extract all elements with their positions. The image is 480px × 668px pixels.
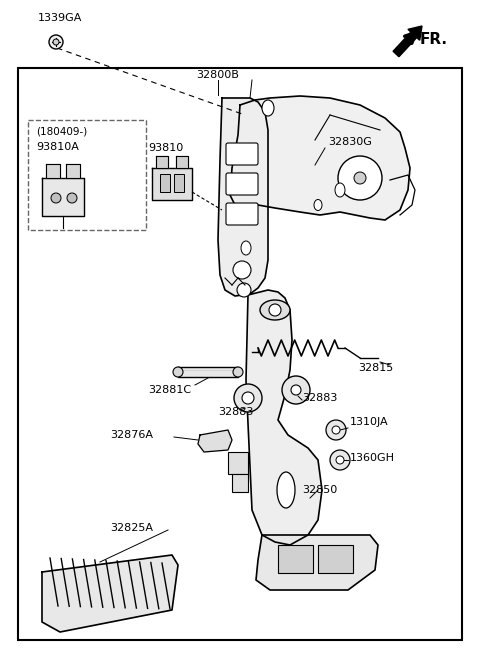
Text: 32850: 32850 [302, 485, 337, 495]
FancyBboxPatch shape [226, 143, 258, 165]
Text: 1360GH: 1360GH [350, 453, 395, 463]
Bar [28, 120, 146, 230]
Circle shape [269, 304, 281, 316]
FancyArrow shape [393, 26, 422, 57]
Circle shape [242, 392, 254, 404]
Text: 32825A: 32825A [110, 523, 153, 533]
Ellipse shape [314, 200, 322, 210]
Text: 93810: 93810 [148, 143, 183, 153]
Circle shape [282, 376, 310, 404]
Bar [174, 174, 184, 192]
Text: 32830G: 32830G [328, 137, 372, 147]
Ellipse shape [262, 100, 274, 116]
Circle shape [326, 420, 346, 440]
FancyBboxPatch shape [226, 173, 258, 195]
Polygon shape [246, 290, 322, 545]
Circle shape [291, 385, 301, 395]
Text: 32815: 32815 [358, 363, 393, 373]
Circle shape [233, 261, 251, 279]
Polygon shape [176, 156, 188, 168]
Polygon shape [156, 156, 168, 168]
Circle shape [330, 450, 350, 470]
Ellipse shape [260, 300, 290, 320]
Circle shape [354, 172, 366, 184]
Text: (180409-): (180409-) [36, 127, 87, 137]
Text: 1339GA: 1339GA [38, 13, 83, 23]
Polygon shape [46, 164, 60, 178]
Circle shape [237, 283, 251, 297]
FancyBboxPatch shape [226, 203, 258, 225]
Polygon shape [42, 178, 84, 216]
Text: 32876A: 32876A [110, 430, 153, 440]
Ellipse shape [173, 367, 183, 377]
Bar [228, 452, 248, 474]
Polygon shape [178, 367, 238, 377]
Circle shape [49, 35, 63, 49]
Ellipse shape [277, 472, 295, 508]
Ellipse shape [233, 367, 243, 377]
Circle shape [336, 456, 344, 464]
Bar [18, 68, 462, 640]
Ellipse shape [335, 183, 345, 197]
Text: 32800B: 32800B [197, 70, 240, 80]
Circle shape [234, 384, 262, 412]
Polygon shape [256, 535, 378, 590]
Bar [232, 474, 248, 492]
Text: 32883: 32883 [218, 407, 253, 417]
Polygon shape [42, 555, 178, 632]
Polygon shape [198, 430, 232, 452]
Circle shape [332, 426, 340, 434]
Circle shape [67, 193, 77, 203]
Text: 93810A: 93810A [36, 142, 79, 152]
Polygon shape [66, 164, 80, 178]
Circle shape [51, 193, 61, 203]
Ellipse shape [241, 241, 251, 255]
Circle shape [338, 156, 382, 200]
Bar [160, 174, 170, 192]
Circle shape [53, 39, 59, 45]
Polygon shape [230, 96, 410, 220]
Polygon shape [218, 98, 268, 296]
Bar [318, 545, 353, 573]
Bar [278, 545, 313, 573]
Text: 32883: 32883 [302, 393, 337, 403]
Text: 32881C: 32881C [148, 385, 191, 395]
Polygon shape [152, 168, 192, 200]
Text: 1310JA: 1310JA [350, 417, 389, 427]
Text: FR.: FR. [420, 33, 448, 47]
